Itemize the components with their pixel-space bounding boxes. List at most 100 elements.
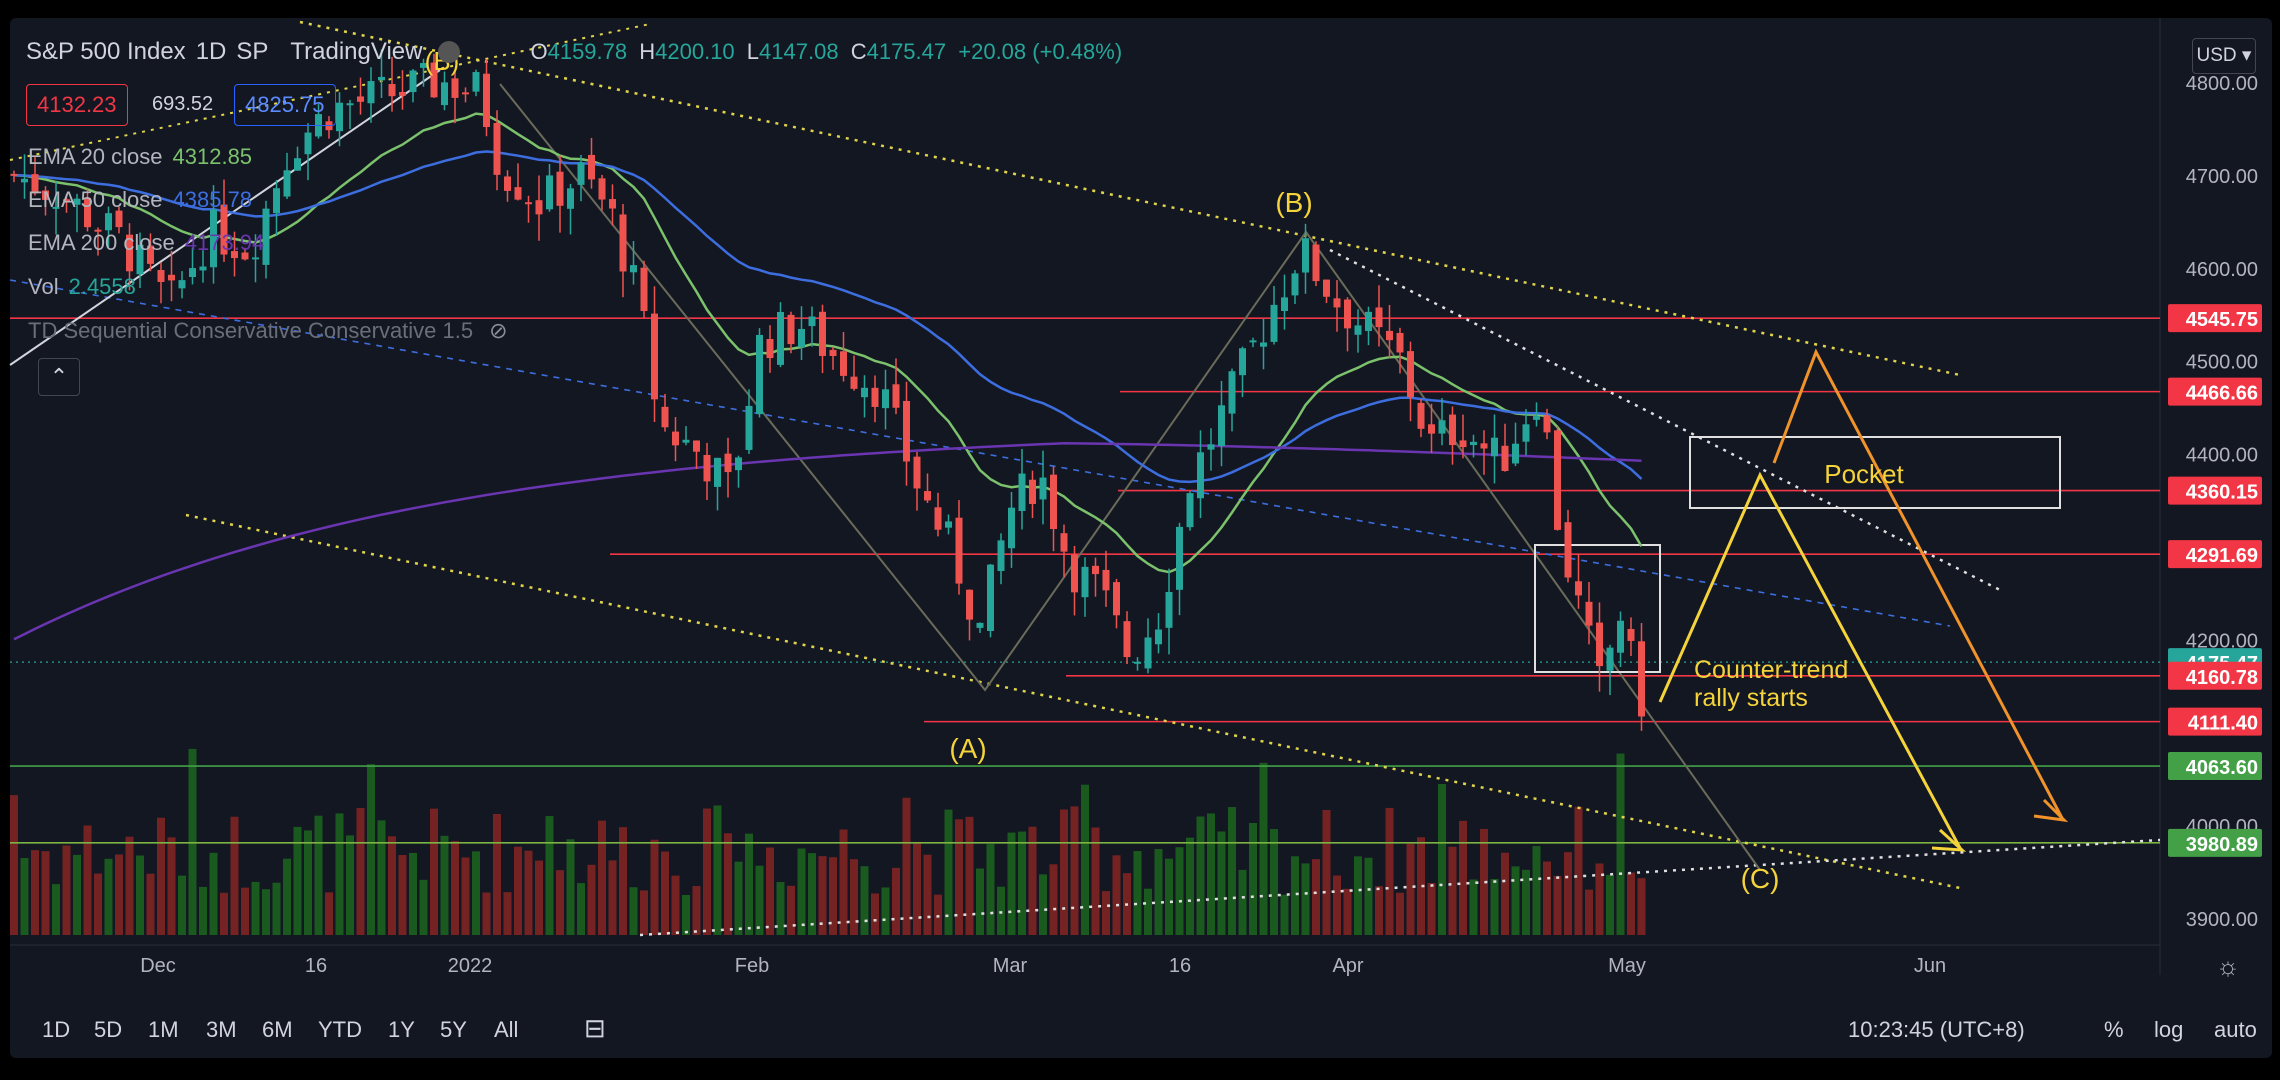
candle-body [1638, 641, 1645, 717]
volume-bar [409, 852, 417, 935]
indicator-ema200[interactable]: EMA 200 close 4173.94 [28, 230, 265, 255]
auto-toggle[interactable]: auto [2214, 1017, 2257, 1042]
candle-body [252, 257, 259, 260]
candle-body [987, 564, 994, 631]
volume-bar [902, 797, 911, 935]
range-5y[interactable]: 5Y [440, 1017, 467, 1042]
interval[interactable]: 1D [195, 38, 227, 65]
volume-bar [829, 857, 837, 935]
volume-bar [104, 858, 113, 935]
candle-body [451, 78, 459, 98]
candle-body [1596, 622, 1603, 667]
volume-bar [1616, 753, 1625, 935]
currency-selector[interactable]: USD ▾ [2192, 38, 2256, 74]
buy-price-box[interactable]: 4825.75 [234, 84, 336, 126]
yellow-projection-path [1658, 471, 1962, 849]
candle-body [892, 384, 900, 408]
volume-bar [335, 813, 344, 935]
indicator-volume[interactable]: Vol 2.4558 [28, 274, 136, 299]
indicator-td-sequential[interactable]: TD Sequential Conservative Conservative … [28, 318, 508, 343]
orange-arrow-head [2033, 798, 2069, 823]
volume-bar [776, 882, 785, 935]
range-5d[interactable]: 5D [94, 1017, 123, 1042]
candle-body [168, 274, 175, 281]
volume-bar [1028, 826, 1037, 935]
volume-bar [629, 887, 638, 935]
volume-bar [682, 894, 690, 935]
symbol-name[interactable]: S&P 500 Index [26, 38, 186, 65]
price-label: 4063.60 [2186, 757, 2258, 779]
volume-bar [1543, 861, 1551, 935]
candle-body [378, 76, 385, 81]
candle-body [598, 178, 606, 200]
volume-bar [1354, 856, 1362, 935]
date-range-icon[interactable]: ⊟ [584, 1013, 606, 1043]
volume-bar [440, 835, 449, 935]
percent-toggle[interactable]: % [2104, 1017, 2124, 1042]
range-ytd[interactable]: YTD [318, 1017, 362, 1042]
indicator-ema50[interactable]: EMA 50 close 4385.78 [28, 187, 253, 212]
candle-body [1239, 348, 1246, 376]
volume-bar [115, 854, 123, 935]
range-6m[interactable]: 6M [262, 1017, 293, 1042]
range-1m[interactable]: 1M [148, 1017, 179, 1042]
candle-body [1102, 569, 1110, 591]
chart-header: S&P 500 Index 1D SP TradingView O4159.78… [26, 38, 1122, 66]
candle-body [1470, 441, 1477, 446]
candle-body [399, 91, 406, 96]
candle-body [934, 507, 942, 530]
candle-body [630, 265, 637, 273]
volume-bar [1343, 888, 1352, 935]
volume-bar [367, 764, 375, 935]
volume-bar [1606, 874, 1614, 935]
volume-bar [31, 850, 39, 935]
volume-bar [199, 886, 207, 935]
candle-body [1291, 273, 1299, 296]
volume-bar [293, 826, 302, 935]
candle-body [819, 311, 826, 356]
range-1d[interactable]: 1D [42, 1017, 71, 1042]
candle-body [1522, 424, 1530, 442]
price-label-bg [2168, 540, 2262, 569]
range-all[interactable]: All [494, 1017, 519, 1042]
wave-b-label: (B) [1275, 187, 1312, 218]
candle-body [357, 96, 364, 102]
candle-body [1323, 279, 1330, 297]
volume-bar [713, 805, 722, 935]
range-1y[interactable]: 1Y [388, 1017, 415, 1042]
candle-body [703, 454, 711, 482]
volume-bar [545, 816, 554, 935]
volume-bar [1459, 820, 1467, 935]
candle-body [52, 206, 60, 209]
candle-body [619, 214, 627, 272]
orange-projection-path [1772, 348, 2064, 819]
range-3m[interactable]: 3M [206, 1017, 237, 1042]
candle-body [1207, 444, 1215, 450]
indicator-ema20[interactable]: EMA 20 close 4312.85 [28, 144, 253, 169]
volume-bar [608, 860, 617, 935]
volume-bar [1438, 784, 1446, 935]
clock-time[interactable]: 10:23:45 (UTC+8) [1848, 1017, 2025, 1042]
volume-bar [430, 808, 438, 935]
volume-bar [818, 856, 827, 935]
visibility-icon[interactable] [438, 41, 461, 63]
log-toggle[interactable]: log [2154, 1017, 2184, 1042]
volume-bar [472, 851, 480, 935]
candle-body [1417, 402, 1425, 429]
collapse-legend-button[interactable]: ⌃ [38, 358, 80, 396]
candle-body [798, 328, 805, 348]
volume-bar [346, 835, 354, 935]
volume-bar [251, 881, 260, 935]
sell-price-box[interactable]: 4132.23 [26, 84, 128, 126]
candle-body [1155, 629, 1162, 645]
candle-body [672, 431, 679, 446]
volume-bar [188, 748, 197, 935]
candle-body [808, 316, 816, 327]
ema50-line [13, 150, 1643, 484]
candle-body [336, 102, 343, 132]
volume-bar [1165, 858, 1173, 935]
x-tick-label: Apr [1332, 955, 1363, 977]
volume-bar [1249, 823, 1257, 935]
candle-body [1302, 238, 1309, 273]
